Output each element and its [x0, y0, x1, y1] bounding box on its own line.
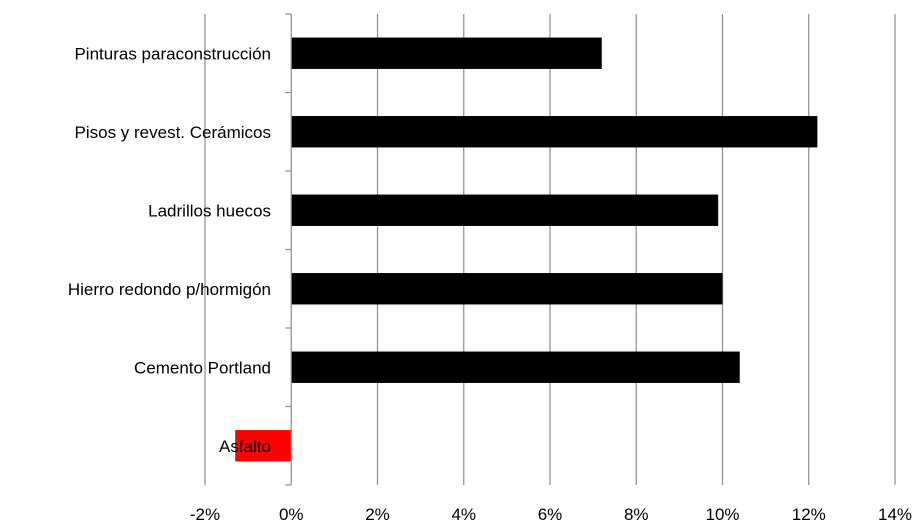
x-tick-label-1: 0%: [279, 505, 304, 524]
bar-1: [291, 116, 818, 148]
bar-3: [291, 273, 723, 305]
bar-5: [235, 430, 292, 462]
category-labels: Pinturas paraconstrucción Pisos y revest.…: [68, 44, 271, 456]
x-tick-label-7: 12%: [792, 505, 826, 524]
x-tick-label-8: 14%: [878, 505, 912, 524]
x-tick-label-0: -2%: [190, 505, 220, 524]
x-tick-label-6: 10%: [705, 505, 739, 524]
bar-4: [291, 351, 740, 383]
category-axis: [285, 13, 292, 486]
category-label-2: Ladrillos huecos: [148, 201, 271, 220]
bar-0: [291, 37, 602, 69]
category-label-1: Pisos y revest. Cerámicos: [75, 123, 272, 142]
x-tick-label-5: 8%: [624, 505, 649, 524]
x-tick-label-3: 4%: [451, 505, 476, 524]
bars: [235, 37, 818, 462]
category-label-3: Hierro redondo p/hormigón: [68, 280, 271, 299]
x-tick-label-4: 6%: [538, 505, 563, 524]
bar-2: [291, 194, 719, 226]
x-tick-labels: -2% 0% 2% 4% 6% 8% 10% 12% 14%: [190, 505, 912, 524]
category-label-5: Asfalto: [219, 437, 271, 456]
gridlines: [204, 14, 896, 485]
x-tick-label-2: 2%: [365, 505, 390, 524]
category-label-4: Cemento Portland: [134, 358, 271, 377]
category-label-0: Pinturas paraconstrucción: [74, 44, 271, 63]
